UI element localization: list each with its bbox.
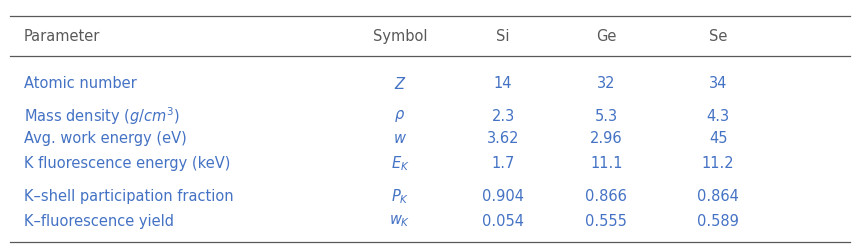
Text: $\mathit{w}_K$: $\mathit{w}_K$ <box>390 214 410 229</box>
Text: 0.054: 0.054 <box>482 214 524 229</box>
Text: Mass density ($g/cm^3$): Mass density ($g/cm^3$) <box>24 106 180 127</box>
Text: 45: 45 <box>709 131 728 146</box>
Text: 11.2: 11.2 <box>702 156 734 171</box>
Text: 0.866: 0.866 <box>586 189 627 204</box>
Text: 5.3: 5.3 <box>595 109 617 124</box>
Text: 2.3: 2.3 <box>491 109 515 124</box>
Text: 0.864: 0.864 <box>697 189 739 204</box>
Text: Ge: Ge <box>596 29 617 44</box>
Text: 4.3: 4.3 <box>707 109 729 124</box>
Text: Avg. work energy (eV): Avg. work energy (eV) <box>24 131 187 146</box>
Text: 2.96: 2.96 <box>590 131 623 146</box>
Text: $P_K$: $P_K$ <box>390 187 409 206</box>
Text: Se: Se <box>709 29 728 44</box>
Text: K–fluorescence yield: K–fluorescence yield <box>24 214 174 229</box>
Text: 32: 32 <box>597 76 616 91</box>
Text: K–shell participation fraction: K–shell participation fraction <box>24 189 234 204</box>
Text: 11.1: 11.1 <box>590 156 623 171</box>
Text: $\rho$: $\rho$ <box>395 108 405 124</box>
Text: $\mathit{w}$: $\mathit{w}$ <box>393 131 407 146</box>
Text: Si: Si <box>496 29 510 44</box>
Text: $\mathit{Z}$: $\mathit{Z}$ <box>394 76 406 92</box>
Text: 3.62: 3.62 <box>487 131 519 146</box>
Text: Parameter: Parameter <box>24 29 101 44</box>
Text: 14: 14 <box>494 76 513 91</box>
Text: 0.555: 0.555 <box>586 214 627 229</box>
Text: Symbol: Symbol <box>372 29 427 44</box>
Text: Atomic number: Atomic number <box>24 76 137 91</box>
Text: 0.589: 0.589 <box>697 214 739 229</box>
Text: 34: 34 <box>709 76 728 91</box>
Text: 0.904: 0.904 <box>482 189 524 204</box>
Text: $E_K$: $E_K$ <box>390 154 409 173</box>
Text: K fluorescence energy (keV): K fluorescence energy (keV) <box>24 156 230 171</box>
Text: 1.7: 1.7 <box>491 156 515 171</box>
